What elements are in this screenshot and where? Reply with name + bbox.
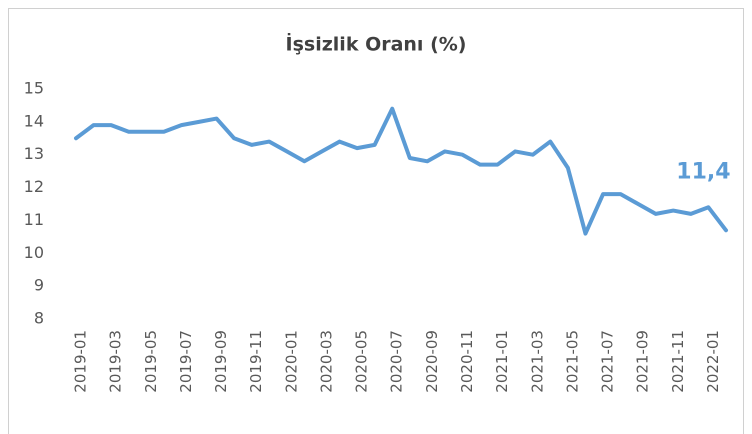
x-tick-label: 2019-01 [72,330,90,393]
y-tick-label: 10 [24,243,44,262]
y-tick-label: 12 [24,177,44,196]
y-tick-label: 8 [34,309,44,328]
x-tick-label: 2021-03 [528,330,546,393]
x-tick-label: 2021-09 [634,330,652,393]
x-tick-label: 2020-07 [388,330,406,393]
x-tick-label: 2020-09 [423,330,441,393]
data-label: 11,4 [676,159,730,184]
x-tick-label: 2019-07 [177,330,195,393]
chart-frame [8,8,744,434]
y-tick-label: 14 [24,111,44,130]
x-tick-label: 2020-11 [458,330,476,393]
chart-title: İşsizlik Oranı (%) [286,32,467,56]
x-tick-label: 2021-05 [563,330,581,393]
y-tick-label: 9 [34,276,44,295]
y-tick-label: 15 [24,79,44,98]
y-tick-label: 13 [24,144,44,163]
x-tick-label: 2019-09 [212,330,230,393]
x-tick-label: 2021-01 [493,330,511,393]
x-tick-label: 2020-03 [317,330,335,393]
x-tick-label: 2019-03 [107,330,125,393]
x-tick-label: 2022-01 [704,330,722,393]
x-tick-label: 2019-05 [142,330,160,393]
x-tick-label: 2020-05 [353,330,371,393]
y-tick-label: 11 [24,210,44,229]
line-series [74,106,728,236]
x-tick-label: 2021-07 [599,330,617,393]
x-tick-label: 2021-11 [669,330,687,393]
x-tick-label: 2020-01 [282,330,300,393]
x-tick-label: 2019-11 [247,330,265,393]
